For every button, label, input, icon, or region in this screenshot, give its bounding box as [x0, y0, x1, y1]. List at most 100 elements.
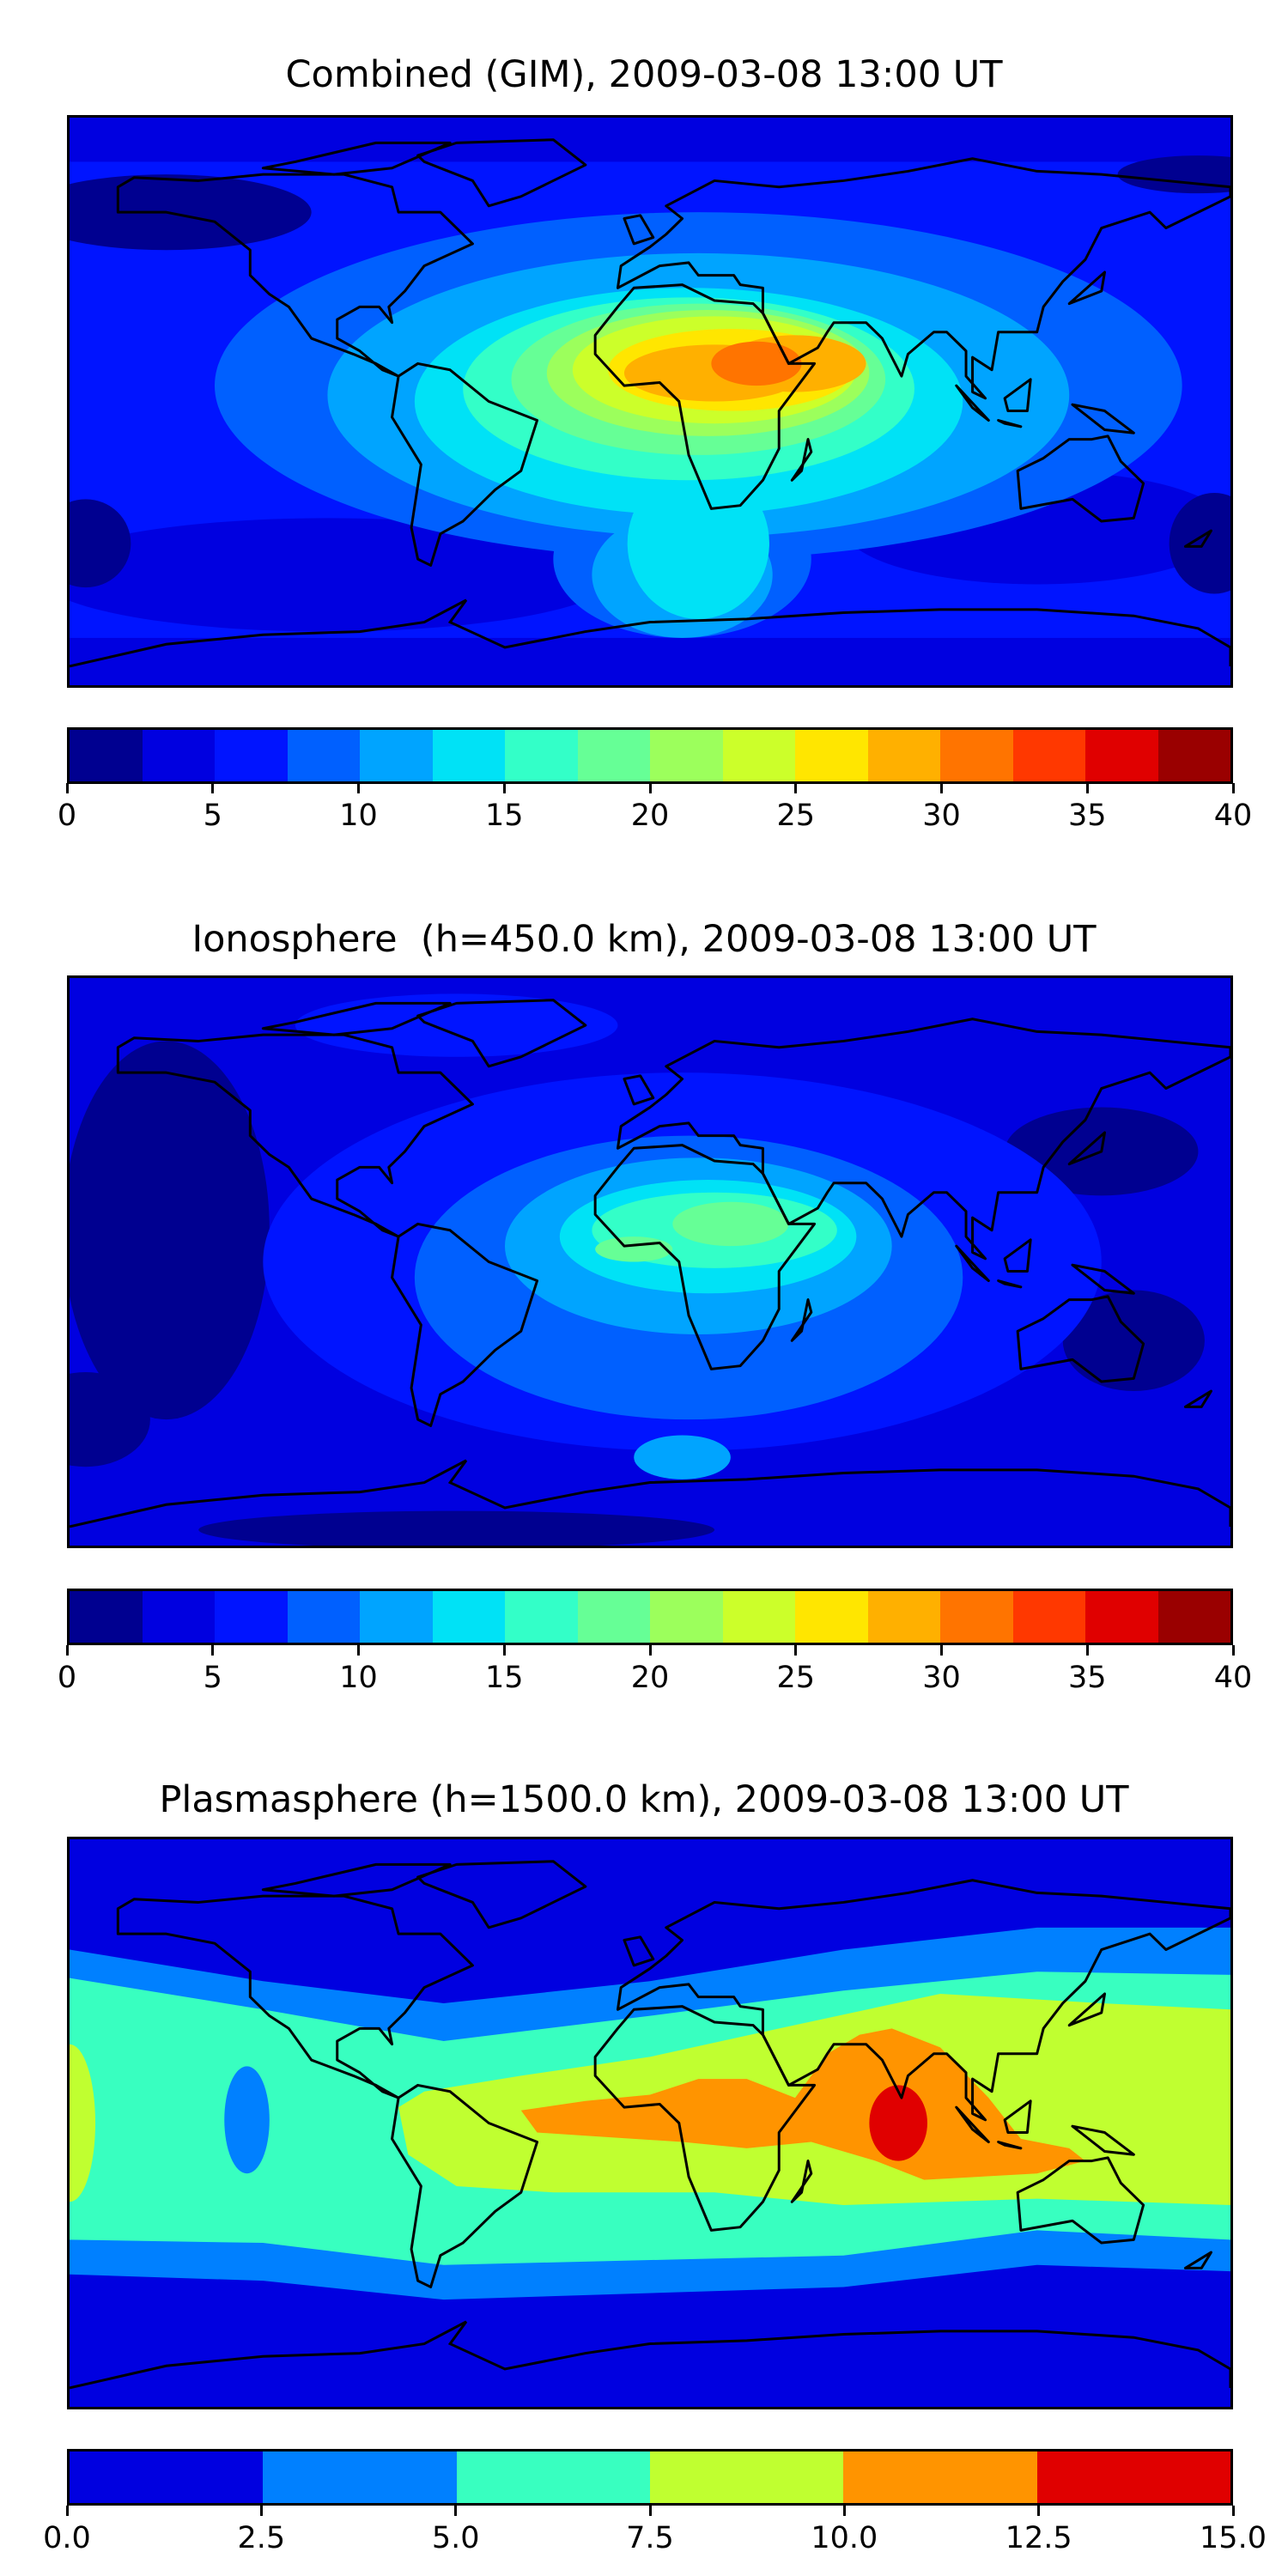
- plasmasphere-colorbar-ticks: 0.0 2.5 5.0 7.5 10.0 12.5 15.0: [43, 2506, 1267, 2557]
- colorbar-swatch: [650, 730, 723, 781]
- coastline: [1005, 2101, 1030, 2133]
- colorbar-swatch: [649, 2451, 844, 2503]
- contour-level: [627, 467, 769, 619]
- colorbar-tick-label: 20: [630, 799, 670, 833]
- colorbar-swatch: [287, 1591, 360, 1643]
- colorbar-swatch: [360, 1591, 433, 1643]
- colorbar-tick: [1231, 1645, 1235, 1656]
- coastline: [595, 285, 814, 509]
- contour-level: [70, 1372, 150, 1467]
- coastline: [1072, 1265, 1133, 1293]
- colorbar-swatch: [142, 730, 215, 781]
- colorbar-swatch: [1012, 1591, 1085, 1643]
- coastline: [392, 1224, 538, 1425]
- colorbar-swatch: [1157, 730, 1230, 781]
- colorbar-tick-label: 2.5: [237, 2521, 286, 2555]
- colorbar-tick-label: 5.0: [431, 2521, 480, 2555]
- colorbar-swatch: [505, 1591, 578, 1643]
- colorbar-swatch: [432, 1591, 505, 1643]
- colorbar-swatch: [360, 730, 433, 781]
- ionosphere-map: [67, 975, 1233, 1548]
- coastline: [1072, 404, 1133, 433]
- colorbar-swatch: [1085, 730, 1158, 781]
- combined-colorbar-ticks: 0 5 10 15 20 25 30 35 40: [58, 783, 1252, 835]
- contour-level: [520, 2028, 1085, 2180]
- colorbar-tick-label: 10: [339, 1661, 378, 1695]
- coastline: [617, 1880, 1230, 2120]
- colorbar-tick: [65, 1645, 69, 1656]
- coastline: [1069, 272, 1104, 304]
- combined-map: [67, 115, 1233, 688]
- colorbar-tick-label: 0.0: [43, 2521, 91, 2555]
- coastline: [792, 440, 811, 481]
- coastline: [1069, 1994, 1104, 2026]
- coastline: [1005, 1240, 1030, 1272]
- colorbar-swatch: [505, 730, 578, 781]
- colorbar-swatch: [577, 730, 650, 781]
- contour-level: [295, 993, 618, 1057]
- colorbar-swatch: [722, 1591, 795, 1643]
- colorbar-tick: [648, 783, 652, 793]
- colorbar-tick: [1231, 2506, 1235, 2516]
- coastline: [263, 1864, 450, 1896]
- coastline: [418, 1000, 586, 1066]
- colorbar-swatch: [795, 1591, 868, 1643]
- contour-level: [711, 341, 802, 386]
- coastline: [118, 174, 472, 376]
- colorbar-tick: [502, 783, 506, 793]
- colorbar-swatch: [215, 730, 288, 781]
- colorbar-tick: [648, 2506, 652, 2516]
- coastline-antarctica: [70, 2322, 1230, 2388]
- colorbar-tick-label: 25: [776, 799, 816, 833]
- plasmasphere-colorbar: [67, 2449, 1233, 2506]
- colorbar-swatch: [843, 2451, 1037, 2503]
- plasmasphere-map: [67, 1837, 1233, 2409]
- contour-level: [672, 1201, 789, 1247]
- colorbar-swatch: [940, 1591, 1013, 1643]
- colorbar-tick-label: 5: [203, 799, 222, 833]
- coastline: [1185, 2252, 1211, 2268]
- colorbar-tick: [842, 2506, 846, 2516]
- coastline: [1185, 1391, 1211, 1406]
- coastline: [418, 140, 586, 206]
- coastline: [263, 1003, 450, 1035]
- colorbar-tick: [211, 1645, 215, 1656]
- colorbar-tick-label: 35: [1067, 799, 1107, 833]
- contour-level: [70, 118, 1230, 162]
- colorbar-swatch: [70, 1591, 143, 1643]
- coastline-antarctica: [70, 600, 1230, 666]
- coastline: [999, 421, 1021, 427]
- coastline: [957, 386, 989, 420]
- colorbar-tick: [940, 783, 943, 793]
- coastline: [1018, 1297, 1143, 1382]
- coastline: [392, 363, 538, 565]
- colorbar-tick-label: 25: [776, 1661, 816, 1695]
- colorbar-swatch: [70, 730, 143, 781]
- coastline: [957, 2107, 989, 2142]
- colorbar-swatch: [722, 730, 795, 781]
- combined-colorbar: [67, 727, 1233, 784]
- colorbar-tick: [794, 1645, 798, 1656]
- coastline: [1072, 2126, 1133, 2154]
- contour-level: [1169, 493, 1230, 594]
- coastline: [418, 1862, 586, 1928]
- colorbar-tick: [1037, 2506, 1041, 2516]
- colorbar-swatch: [1157, 1591, 1230, 1643]
- contour-level: [70, 499, 131, 588]
- coastline: [792, 1300, 811, 1341]
- colorbar-tick-label: 0: [57, 1661, 77, 1695]
- colorbar-swatch: [432, 730, 505, 781]
- coastline: [957, 1246, 989, 1280]
- contour-level: [1062, 1290, 1205, 1392]
- colorbar-tick-label: 7.5: [626, 2521, 674, 2555]
- colorbar-swatch: [940, 730, 1013, 781]
- ionosphere-title: Ionosphere (h=450.0 km), 2009-03-08 13:0…: [191, 918, 1097, 961]
- coastline: [1005, 380, 1030, 411]
- ionosphere-colorbar: [67, 1589, 1233, 1645]
- coastline: [263, 143, 450, 174]
- colorbar-swatch: [1085, 1591, 1158, 1643]
- coastline: [595, 1145, 814, 1370]
- colorbar-swatch: [1012, 730, 1085, 781]
- coastline: [1185, 531, 1211, 546]
- colorbar-tick: [65, 783, 69, 793]
